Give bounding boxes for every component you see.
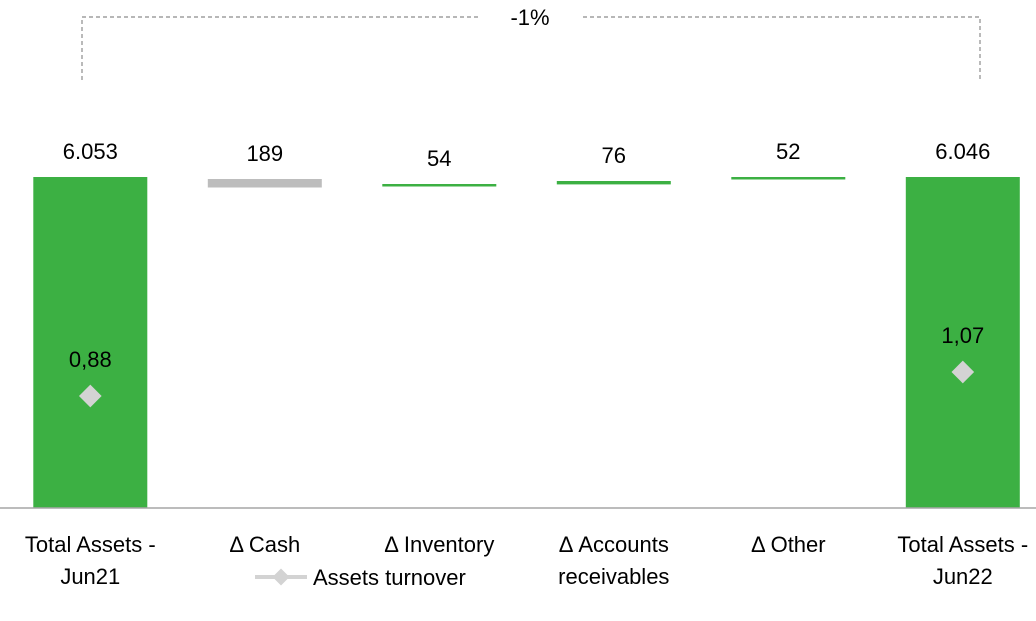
bar-cash [207, 179, 322, 188]
category-label-other: Δ Other [751, 532, 826, 557]
value-label-total-assets-jun21: 6.053 [63, 139, 118, 164]
bar-total-assets-jun22 [905, 177, 1020, 508]
bars-layer [33, 177, 1020, 508]
turnover-markers-layer: 0,88 1,07 [69, 323, 984, 408]
legend-label-assets-turnover: Assets turnover [313, 565, 466, 590]
change-bracket: -1% [81, 5, 981, 82]
bar-accounts-receivables [556, 181, 671, 185]
turnover-marker-total-assets-jun21 [78, 384, 102, 408]
category-labels-layer: Total Assets -Jun21 Δ Cash Δ Inventory Δ Ac… [25, 532, 1028, 589]
change-annotation-label: -1% [510, 5, 549, 30]
turnover-label-total-assets-jun22: 1,07 [941, 323, 984, 348]
value-label-cash: 189 [246, 141, 283, 166]
value-label-inventory: 54 [427, 146, 451, 171]
legend-diamond-swatch [272, 568, 290, 586]
value-label-other: 52 [776, 139, 800, 164]
turnover-marker-total-assets-jun22 [951, 360, 975, 384]
bracket-line-right [583, 16, 981, 82]
bar-total-assets-jun21 [33, 177, 148, 508]
bar-inventory [382, 184, 497, 187]
turnover-label-total-assets-jun21: 0,88 [69, 347, 112, 372]
value-label-total-assets-jun22: 6.046 [935, 139, 990, 164]
category-label-total-assets-jun21: Total Assets -Jun21 [25, 532, 156, 589]
bar-other [731, 177, 846, 180]
value-labels-layer: 6.053 189 54 76 52 6.046 [63, 139, 991, 171]
category-label-inventory: Δ Inventory [384, 532, 494, 557]
legend: Assets turnover [255, 565, 466, 590]
category-label-accounts-receivables: Δ Accounts receivables [558, 532, 669, 589]
category-label-cash: Δ Cash [229, 532, 300, 557]
value-label-accounts-receivables: 76 [602, 143, 626, 168]
category-label-total-assets-jun22: Total Assets -Jun22 [897, 532, 1028, 589]
bracket-line-left [81, 16, 478, 80]
